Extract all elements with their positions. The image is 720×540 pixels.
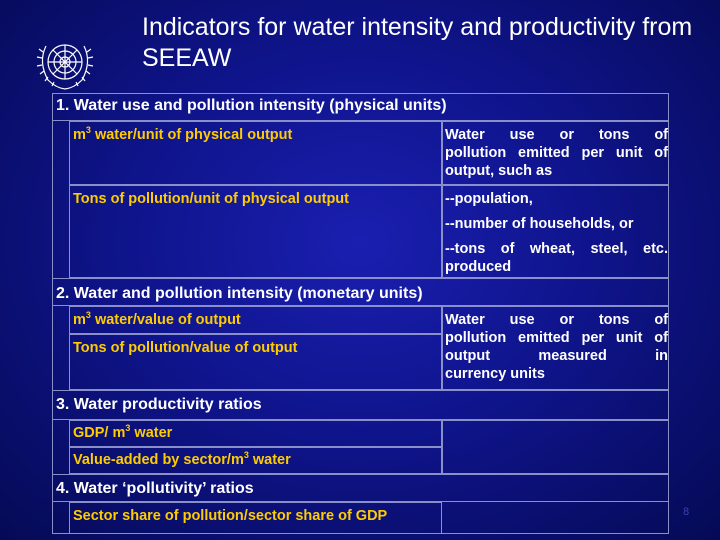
section-1-heading-cell	[52, 93, 669, 121]
section-2-description-line: output measured in	[445, 348, 668, 364]
section-2-description-line: Water use or tons of	[445, 312, 668, 328]
indicators-table: 1. Water use and pollution intensity (ph…	[52, 93, 669, 534]
section-4-item-1-cell	[69, 502, 442, 534]
section-1-example: --population,	[445, 191, 533, 207]
section-2-item-2: Tons of pollution/value of output	[73, 340, 298, 356]
un-emblem-icon	[36, 44, 94, 90]
section-2-description-cell	[442, 306, 669, 390]
section-1-example: --tons of wheat, steel, etc.	[445, 241, 668, 257]
section-3-empty-cell	[442, 420, 669, 474]
section-3-item-1: GDP/ m3 water	[73, 423, 173, 441]
section-1-heading: 1. Water use and pollution intensity (ph…	[56, 97, 447, 114]
section-2-item-1-cell	[69, 306, 442, 334]
section-2-heading-cell	[52, 278, 669, 306]
section-3-item-2: Value-added by sector/m3 water	[73, 450, 291, 468]
section-3-item-1-cell	[69, 420, 442, 447]
section-3-heading: 3. Water productivity ratios	[56, 396, 262, 413]
section-2-heading: 2. Water and pollution intensity (moneta…	[56, 285, 423, 302]
section-1-example: produced	[445, 259, 512, 275]
slide-title: Indicators for water intensity and produ…	[142, 13, 693, 72]
section-3-item-2-cell	[69, 447, 442, 474]
section-1-example: --number of households, or	[445, 216, 634, 232]
section-1-item-1-cell	[69, 121, 442, 185]
section-3-heading-cell	[52, 390, 669, 420]
section-1-examples-cell	[442, 185, 669, 278]
section-1-description-line: pollution emitted per unit of	[445, 145, 668, 161]
section-2-description-line: currency units	[445, 366, 545, 382]
section-4-item-1: Sector share of pollution/sector share o…	[73, 508, 388, 524]
section-2-item-2-cell	[69, 334, 442, 390]
page-number: 8	[683, 506, 690, 518]
section-1-description-line: Water use or tons of	[445, 127, 668, 143]
section-2-item-1: m3 water/value of output	[73, 310, 241, 328]
section-1-item-1: m3 water/unit of physical output	[73, 125, 293, 143]
section-1-description-cell	[442, 121, 669, 185]
section-1-description-line: output, such as	[445, 163, 553, 179]
section-1-item-2: Tons of pollution/unit of physical outpu…	[73, 191, 349, 207]
section-2-description-line: pollution emitted per unit of	[445, 330, 668, 346]
section-4-heading-cell	[52, 474, 669, 502]
section-4-heading: 4. Water ‘pollutivity’ ratios	[56, 480, 254, 497]
section-1-item-2-cell	[69, 185, 442, 278]
